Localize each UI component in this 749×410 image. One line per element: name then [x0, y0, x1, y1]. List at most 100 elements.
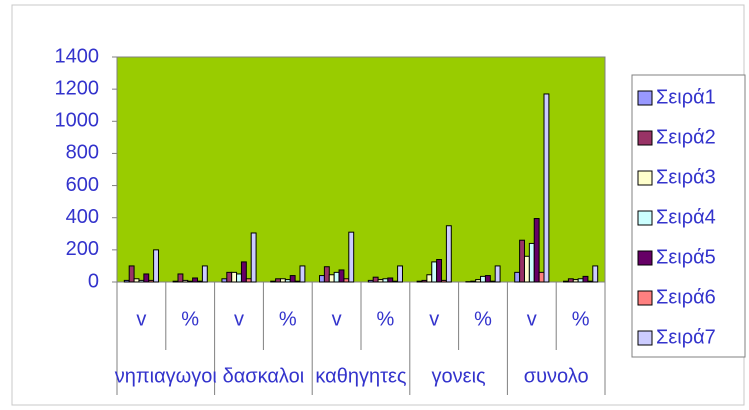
- bar: [582, 275, 589, 283]
- bar: [514, 271, 521, 283]
- legend-swatch: [637, 290, 653, 306]
- group-label: νηπιαγωγοι: [115, 365, 217, 387]
- bar: [343, 278, 350, 283]
- legend-label: Σειρά3: [656, 166, 716, 188]
- bar: [226, 271, 233, 283]
- x-tick-label: v: [429, 308, 439, 330]
- bar: [236, 273, 242, 283]
- bar: [192, 277, 199, 283]
- x-tick-label: %: [474, 308, 492, 330]
- bar: [123, 279, 130, 283]
- bar: [333, 271, 340, 283]
- x-tick-label: v: [527, 308, 537, 330]
- bar: [392, 280, 399, 283]
- y-tick-label: 800: [66, 142, 99, 164]
- bar: [240, 261, 247, 283]
- bar: [372, 276, 379, 283]
- bar: [338, 269, 345, 283]
- bar: [294, 280, 301, 283]
- bar: [592, 265, 599, 283]
- legend-swatch: [637, 210, 653, 226]
- bar: [416, 280, 423, 283]
- bar: [231, 271, 238, 283]
- bar: [489, 280, 496, 283]
- bar: [197, 280, 203, 283]
- bar: [182, 279, 189, 283]
- legend-label: Σειρά5: [656, 246, 716, 268]
- y-tick-label: 1000: [55, 110, 100, 132]
- bar: [484, 275, 491, 283]
- bar: [470, 280, 477, 283]
- bar: [148, 279, 155, 283]
- y-tick-label: 600: [66, 174, 99, 196]
- bar: [187, 280, 194, 283]
- bar: [421, 279, 428, 283]
- bar: [445, 225, 452, 283]
- x-tick-label: v: [136, 308, 146, 330]
- legend-label: Σειρά4: [656, 206, 716, 228]
- legend-label: Σειρά6: [656, 286, 716, 308]
- x-tick-label: v: [332, 308, 342, 330]
- bar: [377, 279, 384, 283]
- legend-swatch: [637, 170, 653, 186]
- bar: [138, 279, 145, 283]
- bar: [143, 273, 150, 283]
- legend-swatch: [637, 90, 653, 106]
- bar: [431, 261, 438, 283]
- bar: [533, 218, 540, 283]
- bar: [538, 271, 545, 283]
- bar: [201, 265, 208, 283]
- bar: [480, 275, 486, 283]
- bar: [153, 249, 159, 283]
- bar: [587, 280, 594, 283]
- bar: [284, 279, 291, 283]
- bar: [172, 280, 179, 283]
- bar: [523, 255, 530, 283]
- y-tick-label: 400: [66, 206, 99, 228]
- bar: [436, 259, 443, 283]
- group-label: γονεις: [432, 365, 486, 387]
- group-label: δασκαλοι: [223, 365, 305, 387]
- bar: [177, 273, 184, 283]
- bar: [577, 278, 584, 283]
- bar: [348, 231, 355, 283]
- y-tick-label: 1200: [55, 77, 100, 99]
- legend-swatch: [637, 330, 653, 346]
- x-tick-label: %: [572, 308, 590, 330]
- bar: [128, 265, 135, 283]
- y-tick-label: 200: [66, 238, 99, 260]
- bar: [543, 93, 550, 283]
- bar: [519, 239, 525, 283]
- bar: [382, 278, 389, 283]
- bar: [367, 279, 374, 283]
- x-tick-label: %: [181, 308, 199, 330]
- bar: [572, 279, 579, 283]
- group-label: συνολο: [524, 365, 589, 387]
- y-tick-label: 1400: [55, 45, 100, 67]
- bar: [494, 265, 501, 283]
- bar: [426, 274, 433, 283]
- group-label: καθηγητες: [315, 365, 407, 387]
- legend-label: Σειρά2: [656, 126, 716, 148]
- bar: [567, 278, 574, 283]
- bar: [133, 278, 140, 283]
- x-tick-label: v: [234, 308, 244, 330]
- bar: [270, 280, 277, 283]
- legend-swatch: [637, 130, 653, 146]
- bar: [328, 274, 335, 283]
- bar: [387, 277, 394, 283]
- bar: [250, 232, 257, 283]
- x-tick-label: %: [279, 308, 297, 330]
- bar: [279, 278, 286, 283]
- legend-swatch: [637, 250, 653, 266]
- bar: [563, 280, 569, 283]
- bar: [323, 266, 330, 283]
- bar: [441, 279, 447, 283]
- y-tick-label: 0: [88, 270, 99, 292]
- legend-label: Σειρά1: [656, 86, 716, 108]
- x-tick-label: %: [377, 308, 395, 330]
- legend-label: Σειρά7: [656, 326, 716, 348]
- bar: [245, 278, 252, 283]
- bar: [397, 265, 403, 283]
